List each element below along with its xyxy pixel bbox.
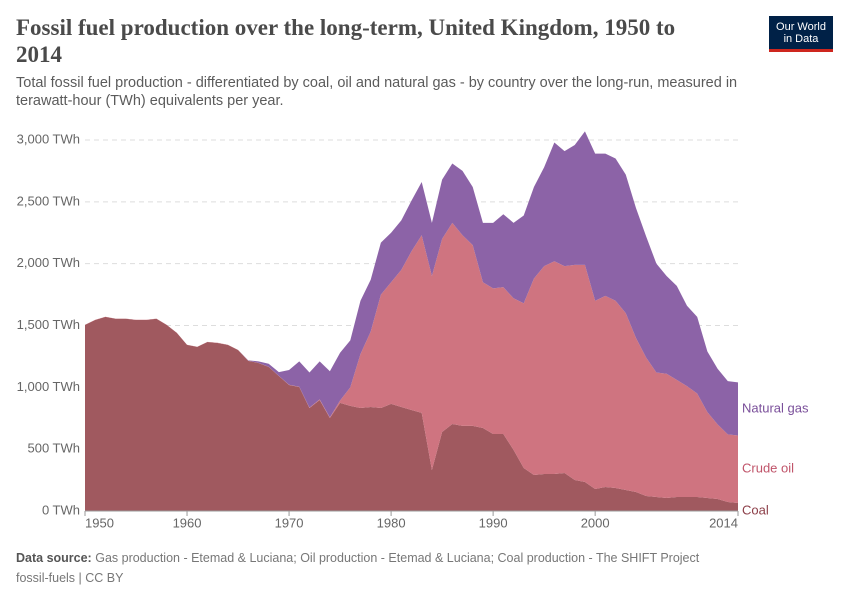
source-label: Data source: bbox=[16, 551, 92, 565]
y-tick-label: 1,500 TWh bbox=[17, 317, 80, 332]
x-tick-label: 1990 bbox=[479, 515, 508, 530]
logo-line: in Data bbox=[783, 33, 819, 45]
x-tick-label: 2000 bbox=[581, 515, 610, 530]
y-tick-label: 1,000 TWh bbox=[17, 379, 80, 394]
y-tick-label: 500 TWh bbox=[27, 441, 80, 456]
series-label: Natural gas bbox=[742, 400, 809, 415]
footer-note: fossil-fuels | CC BY bbox=[16, 571, 124, 585]
series-label: Crude oil bbox=[742, 461, 794, 476]
area bbox=[85, 222, 738, 503]
y-tick-label: 0 TWh bbox=[42, 502, 80, 517]
logo[interactable]: Our World in Data bbox=[769, 16, 833, 52]
chart-subtitle: Total fossil fuel production - different… bbox=[16, 75, 738, 109]
x-tick-label: 1950 bbox=[85, 515, 114, 530]
y-tick-label: 2,500 TWh bbox=[17, 193, 80, 208]
y-tick-label: 2,000 TWh bbox=[17, 255, 80, 270]
area bbox=[85, 131, 738, 436]
source: Gas production - Etemad & Luciana; Oil p… bbox=[95, 551, 700, 565]
x-tick-label: 2014 bbox=[709, 515, 738, 530]
chart: 0 TWh 500 TWh 1,000 TWh 1,500 TWh 2,000 TWh 2… bbox=[17, 131, 809, 530]
y-tick-label: 3,000 TWh bbox=[17, 131, 80, 146]
series-label: Coal bbox=[742, 502, 769, 517]
chart-title: Fossil fuel production over the long-ter… bbox=[16, 15, 676, 67]
x-tick-label: 1960 bbox=[173, 515, 202, 530]
x-tick-label: 1980 bbox=[377, 515, 406, 530]
area bbox=[85, 316, 738, 511]
logo-line: Our World bbox=[776, 21, 826, 33]
x-tick-label: 1970 bbox=[275, 515, 304, 530]
footer: Data source: Gas production - Etemad & L… bbox=[16, 548, 836, 588]
